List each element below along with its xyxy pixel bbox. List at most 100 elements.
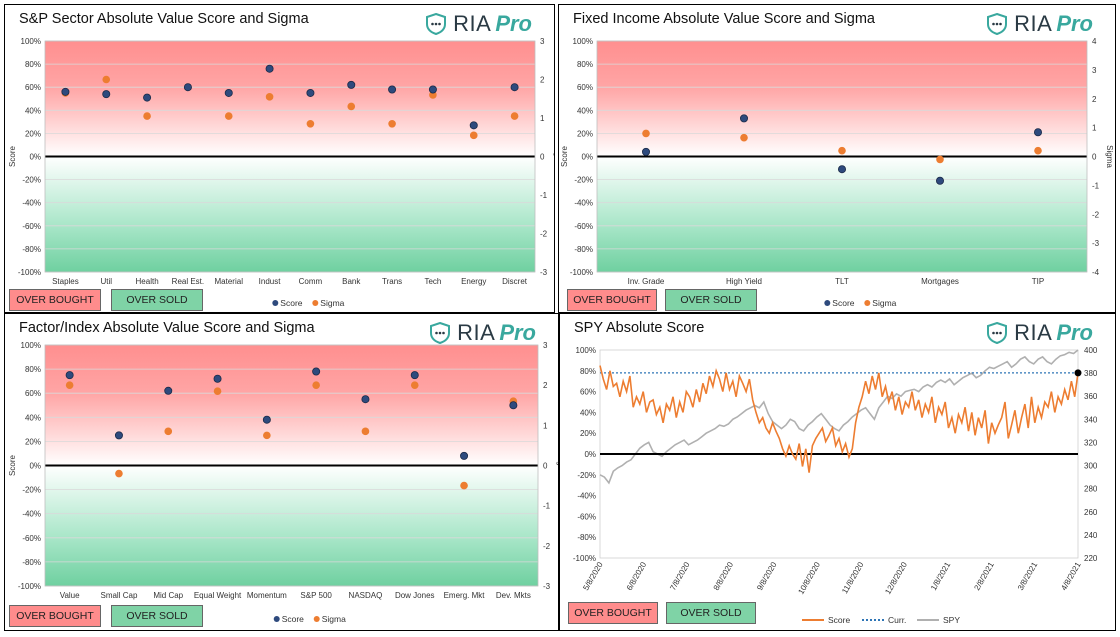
shield-icon bbox=[426, 13, 447, 35]
x-date-label: 4/8/2021 bbox=[1059, 560, 1083, 592]
factor-scatter-chart: 100% 80% 60% 40% 20% 0% -20% -40% -60% -80% -100% 3… bbox=[8, 341, 558, 624]
overbought-button[interactable]: OVER BOUGHT bbox=[567, 289, 657, 311]
x-category-label: Real Est. bbox=[172, 277, 204, 286]
y2-axis-title: Sigma bbox=[1105, 145, 1114, 168]
score-point bbox=[428, 85, 437, 94]
legend-sigma-marker bbox=[312, 300, 319, 306]
score-point bbox=[1033, 128, 1042, 137]
y-tick-label: -60% bbox=[574, 222, 593, 231]
sigma-point bbox=[102, 75, 111, 84]
x-date-label: 8/8/2020 bbox=[712, 560, 736, 592]
panel-spy: SPY Absolute Score RIA Pro 100% 80% 60% 40% 2… bbox=[559, 313, 1116, 631]
y-tick-label: -40% bbox=[574, 199, 593, 208]
panel-sector: S&P Sector Absolute Value Score and Sigm… bbox=[4, 4, 555, 313]
y-tick-label: -60% bbox=[22, 222, 41, 231]
y-tick-label: -60% bbox=[22, 534, 41, 543]
score-point bbox=[183, 83, 192, 92]
y2-tick-label: 1 bbox=[543, 421, 548, 430]
y-tick-label: -100% bbox=[18, 582, 41, 591]
spy-line bbox=[599, 349, 1079, 485]
y2-tick-label: 2 bbox=[543, 381, 548, 390]
y-axis-title: Score bbox=[8, 146, 17, 167]
overbought-button[interactable]: OVER BOUGHT bbox=[568, 602, 658, 624]
y-tick-label: -40% bbox=[22, 510, 41, 519]
oversold-button[interactable]: OVER SOLD bbox=[111, 289, 203, 311]
logo-pro-text: Pro bbox=[499, 320, 536, 345]
oversold-zone bbox=[597, 156, 1087, 272]
sigma-point bbox=[306, 119, 315, 128]
y-tick-label: 0% bbox=[29, 462, 41, 471]
chart-title: Factor/Index Absolute Value Score and Si… bbox=[19, 320, 315, 336]
panel-fixed-income: Fixed Income Absolute Value Score and Si… bbox=[558, 4, 1116, 313]
overbought-button[interactable]: OVER BOUGHT bbox=[9, 605, 101, 627]
y-tick-label: -100% bbox=[18, 268, 41, 277]
x-category-label: Inv. Grade bbox=[628, 277, 665, 286]
x-date-label: 2/8/2021 bbox=[972, 560, 996, 592]
y-tick-label: 80% bbox=[25, 365, 41, 374]
ria-pro-logo: RIA Pro bbox=[425, 11, 532, 37]
y-tick-label: -80% bbox=[22, 245, 41, 254]
y-tick-label: 80% bbox=[580, 367, 596, 376]
x-category-label: Tech bbox=[424, 277, 441, 286]
y-tick-label: 100% bbox=[576, 346, 596, 355]
y-tick-label: 20% bbox=[25, 437, 41, 446]
x-category-label: NASDAQ bbox=[349, 591, 383, 600]
y2-tick-label: 320 bbox=[1084, 438, 1098, 447]
y-tick-label: -60% bbox=[577, 512, 596, 521]
plot-area-border bbox=[44, 344, 539, 587]
logo-ria-text: RIA bbox=[457, 320, 496, 345]
sigma-point bbox=[388, 119, 396, 128]
sigma-point bbox=[361, 427, 370, 436]
logo-ria-text: RIA bbox=[1014, 11, 1053, 36]
oversold-button[interactable]: OVER SOLD bbox=[666, 602, 756, 624]
y2-tick-label: 0 bbox=[543, 462, 548, 471]
y-axis-title: Score bbox=[8, 455, 17, 476]
x-category-label: Indust bbox=[259, 277, 282, 286]
sigma-point bbox=[143, 112, 151, 120]
legend-sigma-label: Sigma bbox=[322, 614, 346, 624]
score-point bbox=[410, 371, 419, 380]
y-tick-label: -20% bbox=[574, 176, 593, 185]
score-point bbox=[469, 121, 478, 130]
score-point bbox=[143, 93, 152, 102]
y2-tick-label: -2 bbox=[540, 230, 548, 239]
y2-tick-label: -3 bbox=[540, 268, 548, 277]
x-category-label: Dev. Mkts bbox=[496, 591, 531, 600]
x-category-label: Util bbox=[100, 277, 112, 286]
y-tick-label: -20% bbox=[22, 176, 41, 185]
score-point bbox=[460, 451, 469, 460]
logo-pro-text: Pro bbox=[1056, 11, 1093, 36]
y-tick-label: 100% bbox=[573, 37, 593, 46]
score-point bbox=[837, 165, 846, 174]
chart-title: SPY Absolute Score bbox=[574, 320, 705, 336]
logo-ria-text: RIA bbox=[453, 11, 492, 36]
score-point bbox=[224, 88, 233, 97]
sigma-point bbox=[1034, 146, 1042, 155]
y-tick-label: 0% bbox=[584, 450, 596, 459]
oversold-button[interactable]: OVER SOLD bbox=[111, 605, 203, 627]
y2-tick-label: 300 bbox=[1084, 462, 1098, 471]
x-category-label: Staples bbox=[52, 277, 79, 286]
sigma-point bbox=[642, 129, 650, 138]
oversold-button[interactable]: OVER SOLD bbox=[665, 289, 757, 311]
sigma-point bbox=[213, 387, 222, 395]
x-category-label: Emerg. Mkt bbox=[444, 591, 486, 600]
score-point bbox=[262, 415, 271, 424]
y2-tick-label: 2 bbox=[540, 76, 545, 85]
y-tick-label: 40% bbox=[580, 408, 596, 417]
score-line bbox=[599, 365, 1079, 473]
y-tick-label: 60% bbox=[580, 388, 596, 397]
legend-score-label: Score bbox=[280, 298, 302, 308]
ria-pro-logo: RIA Pro bbox=[986, 11, 1093, 37]
x-date-label: 12/8/2020 bbox=[883, 560, 909, 596]
x-category-label: Energy bbox=[461, 277, 486, 286]
y2-tick-label: -1 bbox=[543, 502, 551, 511]
sigma-point bbox=[410, 381, 419, 389]
y-tick-label: 60% bbox=[25, 83, 41, 92]
y-tick-label: 20% bbox=[577, 129, 593, 138]
score-point bbox=[361, 395, 370, 404]
legend-curr-label: Curr. bbox=[888, 615, 906, 625]
y2-tick-label: 0 bbox=[1092, 153, 1097, 162]
y-tick-label: 100% bbox=[21, 341, 41, 350]
overbought-button[interactable]: OVER BOUGHT bbox=[9, 289, 101, 311]
